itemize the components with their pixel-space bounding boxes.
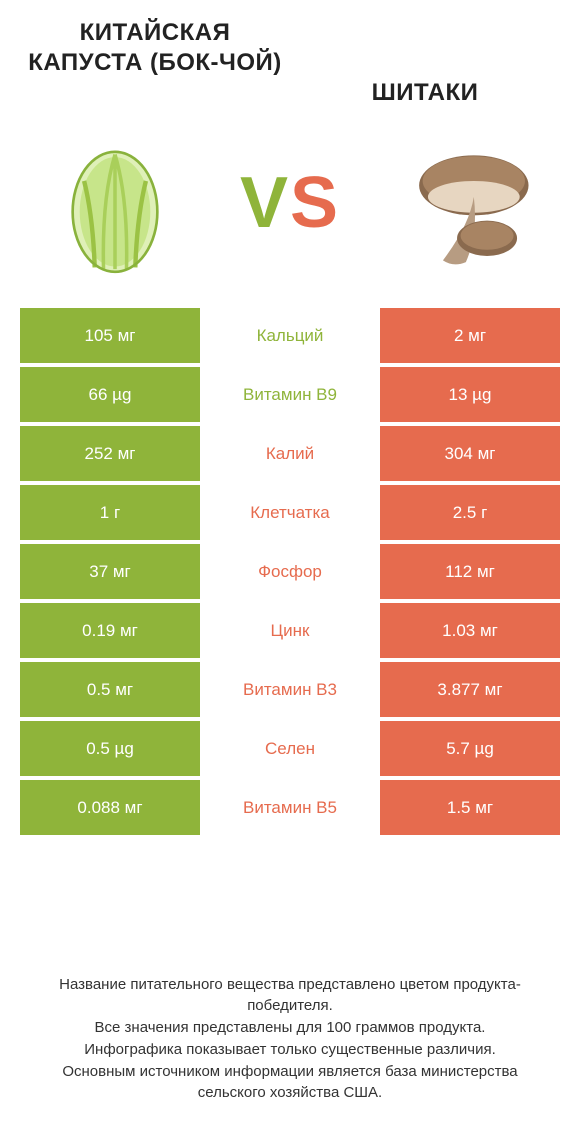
right-product-image [380, 118, 550, 288]
table-row: 0.5 мгВитамин B33.877 мг [20, 662, 560, 717]
nutrient-name-cell: Фосфор [200, 544, 380, 599]
comparison-table: 105 мгКальций2 мг66 µgВитамин B913 µg252… [20, 308, 560, 835]
table-row: 0.088 мгВитамин B51.5 мг [20, 780, 560, 835]
images-row: VS [0, 108, 580, 308]
nutrient-name-cell: Витамин B9 [200, 367, 380, 422]
header: КИТАЙСКАЯ КАПУСТА (БОК-ЧОЙ) ШИТАКИ [0, 0, 580, 108]
footer-line-2: Все значения представлены для 100 граммо… [30, 1017, 550, 1039]
nutrient-name-cell: Витамин B5 [200, 780, 380, 835]
right-product-title-col: ШИТАКИ [290, 18, 560, 108]
right-value-cell: 3.877 мг [380, 662, 560, 717]
right-value-cell: 13 µg [380, 367, 560, 422]
right-value-cell: 1.03 мг [380, 603, 560, 658]
left-value-cell: 37 мг [20, 544, 200, 599]
nutrient-name-cell: Кальций [200, 308, 380, 363]
nutrient-name-cell: Калий [200, 426, 380, 481]
table-row: 1 гКлетчатка2.5 г [20, 485, 560, 540]
cabbage-icon [40, 118, 190, 288]
right-value-cell: 1.5 мг [380, 780, 560, 835]
left-value-cell: 0.19 мг [20, 603, 200, 658]
nutrient-name-cell: Селен [200, 721, 380, 776]
table-row: 0.5 µgСелен5.7 µg [20, 721, 560, 776]
left-value-cell: 105 мг [20, 308, 200, 363]
right-value-cell: 5.7 µg [380, 721, 560, 776]
footer-line-3: Инфографика показывает только существенн… [30, 1039, 550, 1061]
left-value-cell: 0.5 µg [20, 721, 200, 776]
right-value-cell: 112 мг [380, 544, 560, 599]
left-value-cell: 252 мг [20, 426, 200, 481]
left-value-cell: 0.088 мг [20, 780, 200, 835]
footer-line-1: Название питательного вещества представл… [30, 974, 550, 1018]
right-value-cell: 2.5 г [380, 485, 560, 540]
right-product-title: ШИТАКИ [372, 78, 479, 108]
nutrient-name-cell: Клетчатка [200, 485, 380, 540]
table-row: 252 мгКалий304 мг [20, 426, 560, 481]
footer: Название питательного вещества представл… [0, 974, 580, 1105]
vs-s: S [290, 163, 340, 243]
right-value-cell: 2 мг [380, 308, 560, 363]
footer-line-4: Основным источником информации является … [30, 1061, 550, 1105]
nutrient-name-cell: Цинк [200, 603, 380, 658]
mushroom-icon [380, 128, 550, 278]
left-product-title: КИТАЙСКАЯ КАПУСТА (БОК-ЧОЙ) [20, 18, 290, 78]
table-row: 37 мгФосфор112 мг [20, 544, 560, 599]
vs-label: VS [240, 162, 340, 244]
left-value-cell: 66 µg [20, 367, 200, 422]
table-row: 105 мгКальций2 мг [20, 308, 560, 363]
left-product-title-col: КИТАЙСКАЯ КАПУСТА (БОК-ЧОЙ) [20, 18, 290, 78]
nutrient-name-cell: Витамин B3 [200, 662, 380, 717]
vs-v: V [240, 163, 290, 243]
left-value-cell: 0.5 мг [20, 662, 200, 717]
left-product-image [30, 118, 200, 288]
table-row: 0.19 мгЦинк1.03 мг [20, 603, 560, 658]
right-value-cell: 304 мг [380, 426, 560, 481]
left-value-cell: 1 г [20, 485, 200, 540]
table-row: 66 µgВитамин B913 µg [20, 367, 560, 422]
